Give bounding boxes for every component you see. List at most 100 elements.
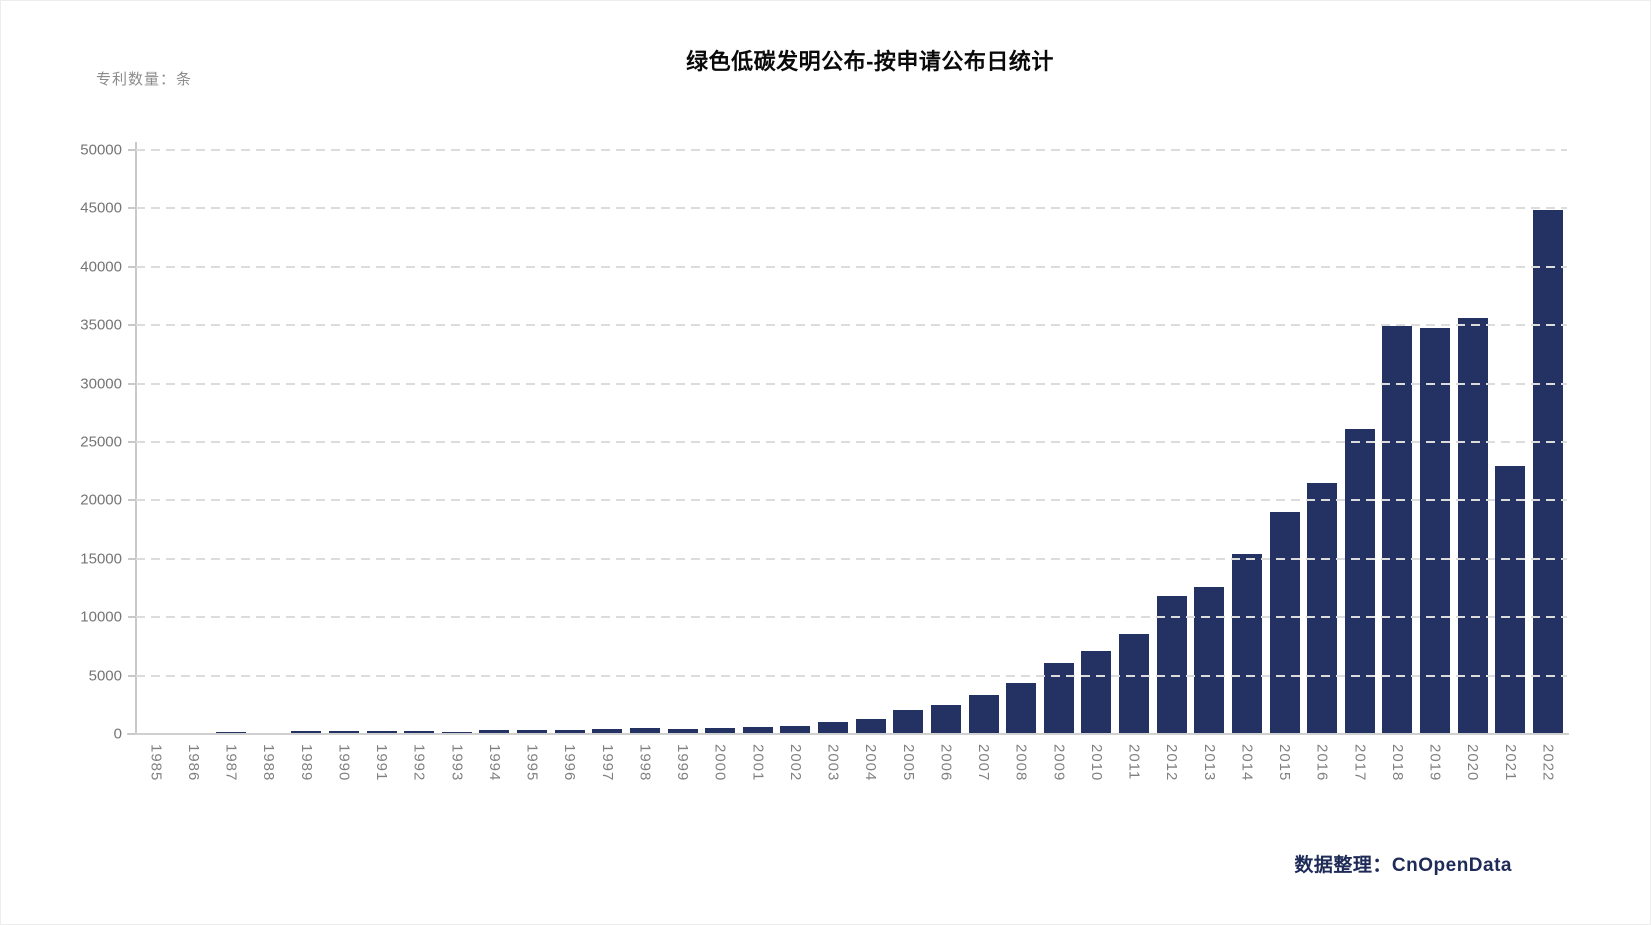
bar-slot-2013 (1191, 150, 1229, 734)
bar-1995 (517, 729, 548, 734)
bar-1998 (629, 728, 660, 734)
x-label-slot-1992: 1992 (400, 744, 438, 781)
x-label-1990: 1990 (335, 744, 353, 782)
y-tick-20000 (128, 499, 135, 502)
x-label-slot-2009: 2009 (1040, 744, 1078, 781)
bar-2013 (1194, 587, 1225, 734)
bar-1993 (441, 731, 472, 734)
bar-slot-2016 (1303, 150, 1341, 734)
x-label-2004: 2004 (862, 744, 880, 782)
y-axis-line (135, 142, 137, 734)
bar-2008 (1006, 682, 1037, 734)
bar-1997 (592, 729, 623, 734)
x-label-slot-2021: 2021 (1492, 744, 1530, 781)
bar-slot-1999 (664, 150, 702, 734)
x-label-slot-1993: 1993 (438, 744, 476, 781)
y-tick-label-15000: 15000 (80, 550, 122, 568)
bar-2005 (893, 710, 924, 734)
gridline-10000 (136, 616, 1567, 619)
bar-slot-2000 (701, 150, 739, 734)
x-label-1985: 1985 (147, 744, 165, 782)
x-label-1995: 1995 (523, 744, 541, 782)
x-label-slot-1998: 1998 (626, 744, 664, 781)
gridline-50000 (136, 149, 1567, 151)
y-axis-unit-label: 专利数量：条 (96, 71, 193, 88)
x-label-slot-2004: 2004 (852, 744, 890, 781)
x-label-1996: 1996 (561, 744, 579, 782)
x-label-slot-2015: 2015 (1266, 744, 1304, 781)
bar-1991 (366, 731, 397, 734)
gridline-30000 (136, 382, 1567, 385)
x-label-2018: 2018 (1388, 744, 1406, 782)
bar-1989 (291, 731, 322, 734)
bar-2022 (1532, 209, 1563, 734)
bar-2020 (1457, 317, 1488, 734)
bar-1996 (554, 729, 585, 734)
x-label-slot-1990: 1990 (325, 744, 363, 781)
chart-title: 绿色低碳发明公布-按申请公布日统计 (686, 49, 1054, 74)
gridline-15000 (136, 557, 1567, 560)
bar-1999 (667, 728, 698, 734)
x-label-slot-2020: 2020 (1454, 744, 1492, 781)
bar-slot-2004 (852, 150, 890, 734)
bar-2014 (1231, 554, 1262, 734)
x-label-2007: 2007 (975, 744, 993, 782)
bar-2019 (1420, 327, 1451, 734)
y-tick-label-20000: 20000 (80, 491, 122, 509)
bar-slot-1995 (513, 150, 551, 734)
y-tick-25000 (128, 441, 135, 443)
bar-slot-2012 (1153, 150, 1191, 734)
x-label-slot-2012: 2012 (1153, 744, 1191, 781)
x-label-slot-2014: 2014 (1228, 744, 1266, 781)
bar-slot-2006 (927, 150, 965, 734)
bar-slot-2005 (890, 150, 928, 734)
x-label-2010: 2010 (1087, 744, 1105, 782)
y-tick-label-25000: 25000 (80, 433, 122, 451)
y-tick-label-5000: 5000 (88, 667, 122, 685)
x-label-slot-1991: 1991 (363, 744, 401, 781)
y-tick-35000 (128, 324, 135, 327)
bar-slot-2014 (1228, 150, 1266, 734)
bar-slot-1996 (551, 150, 589, 734)
bar-2007 (968, 694, 999, 734)
x-label-2012: 2012 (1163, 744, 1181, 782)
gridline-35000 (136, 324, 1567, 327)
x-label-2013: 2013 (1200, 744, 1218, 782)
bar-slot-2002 (777, 150, 815, 734)
x-label-slot-2017: 2017 (1341, 744, 1379, 781)
x-label-2005: 2005 (899, 744, 917, 782)
x-label-slot-1985: 1985 (137, 744, 175, 781)
y-tick-45000 (128, 207, 135, 210)
x-label-slot-2013: 2013 (1191, 744, 1229, 781)
x-label-1994: 1994 (485, 744, 503, 782)
gridline-5000 (136, 674, 1567, 677)
x-label-slot-2002: 2002 (777, 744, 815, 781)
bar-2011 (1119, 634, 1150, 734)
bar-slot-2001 (739, 150, 777, 734)
x-label-1986: 1986 (184, 744, 202, 782)
x-label-2021: 2021 (1501, 744, 1519, 782)
bar-slot-2011 (1115, 150, 1153, 734)
x-label-slot-2018: 2018 (1379, 744, 1417, 781)
bar-slot-2003 (814, 150, 852, 734)
bar-slot-1991 (363, 150, 401, 734)
bar-2006 (930, 705, 961, 734)
bar-2001 (742, 726, 773, 734)
y-tick-30000 (128, 382, 135, 385)
y-tick-50000 (128, 149, 135, 151)
plot-area: 0 5000 10000 15000 20000 25000 30000 35000 40000… (80, 142, 1569, 743)
gridline-20000 (136, 499, 1567, 502)
x-label-1992: 1992 (410, 744, 428, 782)
x-label-1993: 1993 (448, 744, 466, 782)
y-tick-0 (128, 733, 135, 735)
x-label-2006: 2006 (937, 744, 955, 782)
bar-slot-2018 (1379, 150, 1417, 734)
x-label-slot-1987: 1987 (212, 744, 250, 781)
y-tick-40000 (128, 265, 135, 268)
x-label-2001: 2001 (749, 744, 767, 782)
x-label-slot-1996: 1996 (551, 744, 589, 781)
data-source-text: 数据整理：CnOpenData (1294, 855, 1512, 876)
bar-slot-1998 (626, 150, 664, 734)
bar-1992 (404, 731, 435, 734)
